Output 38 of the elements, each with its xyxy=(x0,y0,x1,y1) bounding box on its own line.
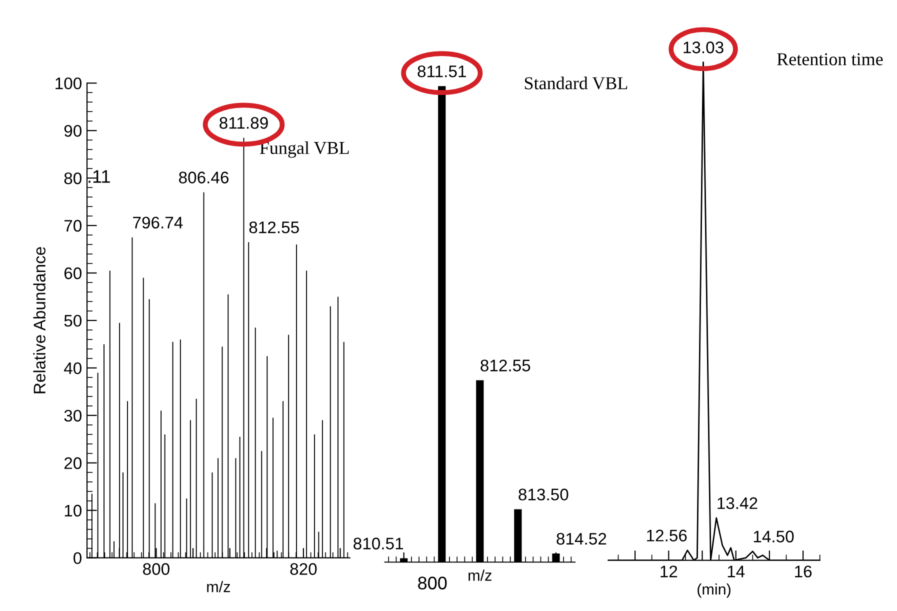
annotation: 14.50 xyxy=(754,530,794,542)
y-tick-label: 70 xyxy=(64,220,82,232)
y-tick-label: 60 xyxy=(64,267,82,280)
annotation: 810.51 xyxy=(354,538,404,550)
annotation: 813.50 xyxy=(518,488,568,500)
x-axis-title: m/z xyxy=(207,581,230,592)
annotation: 811.89 xyxy=(220,117,268,129)
y-tick-label: 30 xyxy=(64,410,82,422)
annotation: 814.52 xyxy=(556,532,606,545)
annotation: 13.03 xyxy=(684,42,724,54)
annotation: 13.42 xyxy=(718,497,758,510)
y-tick-label: 80 xyxy=(64,172,82,184)
y-tick-label: 0 xyxy=(74,552,82,564)
x-tick-label: 820 xyxy=(290,563,317,575)
x-axis-title: m/z xyxy=(468,570,492,581)
text: 800 xyxy=(418,576,447,590)
annotation: Fungal VBL xyxy=(260,141,349,158)
annotation: 796.74 xyxy=(133,216,183,229)
x-tick-label: 800 xyxy=(143,563,170,575)
x-tick-label: 14 xyxy=(728,566,745,578)
y-tick-label: 50 xyxy=(64,314,82,327)
annotation: 812.55 xyxy=(480,360,530,372)
y-tick-label: 20 xyxy=(64,457,82,470)
y-axis-title: Relative Abundance xyxy=(33,247,46,394)
text: 811.51 xyxy=(418,65,466,78)
annotation: 12.56 xyxy=(647,530,687,542)
annotation: .11 xyxy=(88,170,110,183)
x-tick-label: 16 xyxy=(795,566,812,578)
annotation: Retention time xyxy=(777,53,883,66)
y-tick-label: 40 xyxy=(64,362,82,374)
annotation: 812.55 xyxy=(249,221,299,234)
y-tick-label: 10 xyxy=(64,504,82,517)
x-tick-label: 12 xyxy=(660,566,678,578)
y-tick-label: 90 xyxy=(64,124,82,137)
annotation: 806.46 xyxy=(179,172,229,184)
annotation: Standard VBL xyxy=(524,76,628,90)
y-tick-label: 100 xyxy=(56,77,82,90)
x-axis-title: (min) xyxy=(698,583,730,598)
